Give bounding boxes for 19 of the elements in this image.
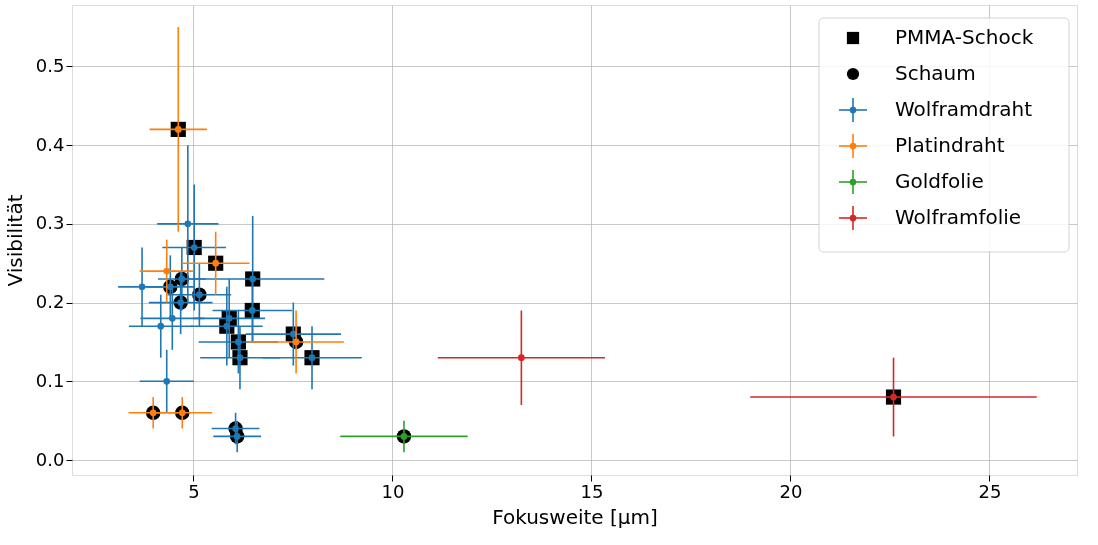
legend-label: PMMA-Schock — [895, 25, 1034, 49]
x-tick-label: 10 — [381, 480, 405, 502]
y-tick-label: 0.4 — [35, 133, 65, 155]
legend-label: Wolframdraht — [895, 97, 1033, 121]
y-tick-label: 0.2 — [35, 291, 65, 313]
y-tick-label: 0.3 — [35, 212, 65, 234]
x-tick-label: 15 — [580, 480, 604, 502]
x-tick-label: 25 — [978, 480, 1002, 502]
legend-label: Goldfolie — [895, 169, 984, 193]
y-tick-label: 0.0 — [35, 448, 65, 470]
legend-label: Wolframfolie — [895, 205, 1022, 229]
x-axis-title: Fokusweite [µm] — [492, 504, 658, 529]
legend-label: Schaum — [895, 61, 976, 85]
y-axis-title: Visibilität — [2, 194, 27, 287]
x-tick-label: 20 — [779, 480, 803, 502]
y-tick-label: 0.5 — [35, 54, 65, 76]
x-tick-label: 5 — [188, 480, 200, 502]
y-tick-label: 0.1 — [35, 369, 65, 391]
legend-label: Platindraht — [895, 133, 1005, 157]
